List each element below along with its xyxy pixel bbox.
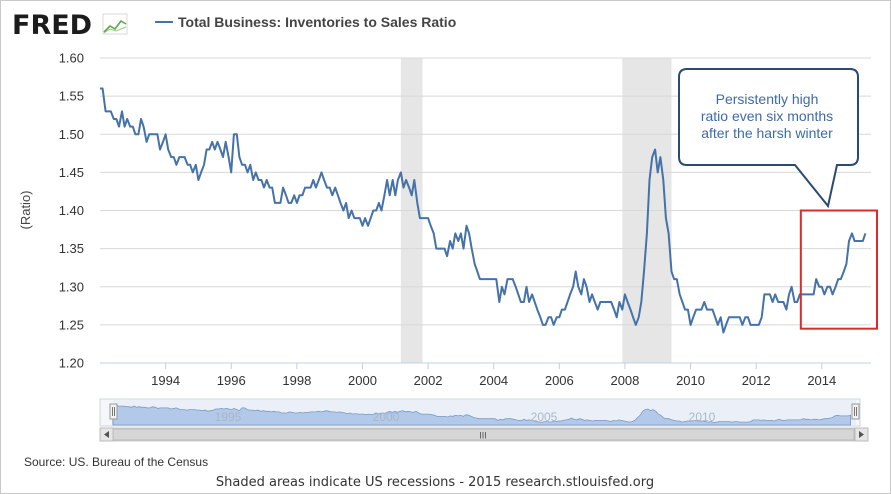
source-note: Source: US. Bureau of the Census xyxy=(24,455,208,469)
scrollbar-grip-icon: III xyxy=(479,431,487,441)
y-tick-label-1.35: 1.35 xyxy=(59,241,84,256)
scrollbar[interactable]: III xyxy=(99,427,869,442)
y-tick-label-1.55: 1.55 xyxy=(59,89,84,104)
navigator-area xyxy=(112,404,851,426)
scrollbar-thumb[interactable] xyxy=(112,428,855,441)
y-tick-label-1.20: 1.20 xyxy=(59,356,84,371)
x-tick-label-2008: 2008 xyxy=(610,373,639,388)
callout: Persistently high ratio even six months … xyxy=(678,68,859,209)
x-tick-label-2000: 2000 xyxy=(348,373,377,388)
legend[interactable]: Total Business: Inventories to Sales Rat… xyxy=(155,14,456,30)
x-tick-label-1994: 1994 xyxy=(151,373,180,388)
x-tick-label-2002: 2002 xyxy=(414,373,443,388)
callout-bubble xyxy=(678,68,859,209)
y-axis: 1.20 1.25 1.30 1.35 1.40 1.45 1.50 1.55 1.60 xyxy=(59,51,84,371)
scroll-right-button[interactable] xyxy=(854,427,869,442)
y-tick-label-1.60: 1.60 xyxy=(59,51,84,66)
fred-logo-text: FRED xyxy=(12,10,92,41)
series-line xyxy=(100,87,867,334)
callout-line-3: after the harsh winter xyxy=(701,125,833,141)
navigator-tick-1995: 1995 xyxy=(215,410,242,424)
scroll-right-arrow-icon xyxy=(859,431,864,438)
x-axis: 1994 1996 1998 2000 2002 2004 2006 2008 2010 2012… xyxy=(151,363,836,388)
navigator-handle-left[interactable] xyxy=(109,403,118,420)
x-tick-label-2014: 2014 xyxy=(807,373,836,388)
scroll-left-button[interactable] xyxy=(99,427,114,442)
x-tick-label-2010: 2010 xyxy=(676,373,705,388)
y-tick-label-1.25: 1.25 xyxy=(59,317,84,332)
y-axis-label: (Ratio) xyxy=(18,190,33,229)
navigator-handle-right[interactable] xyxy=(851,403,860,420)
y-tick-label-1.50: 1.50 xyxy=(59,127,84,142)
x-tick-label-2012: 2012 xyxy=(742,373,771,388)
x-tick-label-2006: 2006 xyxy=(545,373,574,388)
range-navigator[interactable]: 1995 2000 2005 2010 xyxy=(99,398,861,427)
fred-logo[interactable]: FRED xyxy=(12,10,128,41)
legend-label: Total Business: Inventories to Sales Rat… xyxy=(178,14,456,30)
navigator-tick-2000: 2000 xyxy=(373,410,400,424)
highlight-box xyxy=(799,209,879,330)
footer-note: Shaded areas indicate US recessions - 20… xyxy=(216,475,654,490)
navigator-tick-2005: 2005 xyxy=(531,410,558,424)
callout-line-2: ratio even six months xyxy=(701,108,833,124)
navigator-selection[interactable] xyxy=(113,399,856,426)
y-tick-label-1.30: 1.30 xyxy=(59,279,84,294)
chart-logo-icon xyxy=(102,13,128,35)
navigator-tick-2010: 2010 xyxy=(689,410,716,424)
scroll-left-arrow-icon xyxy=(104,431,109,438)
x-tick-label-2004: 2004 xyxy=(479,373,508,388)
x-tick-label-1998: 1998 xyxy=(282,373,311,388)
x-tick-label-1996: 1996 xyxy=(217,373,246,388)
y-tick-label-1.45: 1.45 xyxy=(59,165,84,180)
callout-line-1: Persistently high xyxy=(716,91,819,107)
y-tick-label-1.40: 1.40 xyxy=(59,203,84,218)
